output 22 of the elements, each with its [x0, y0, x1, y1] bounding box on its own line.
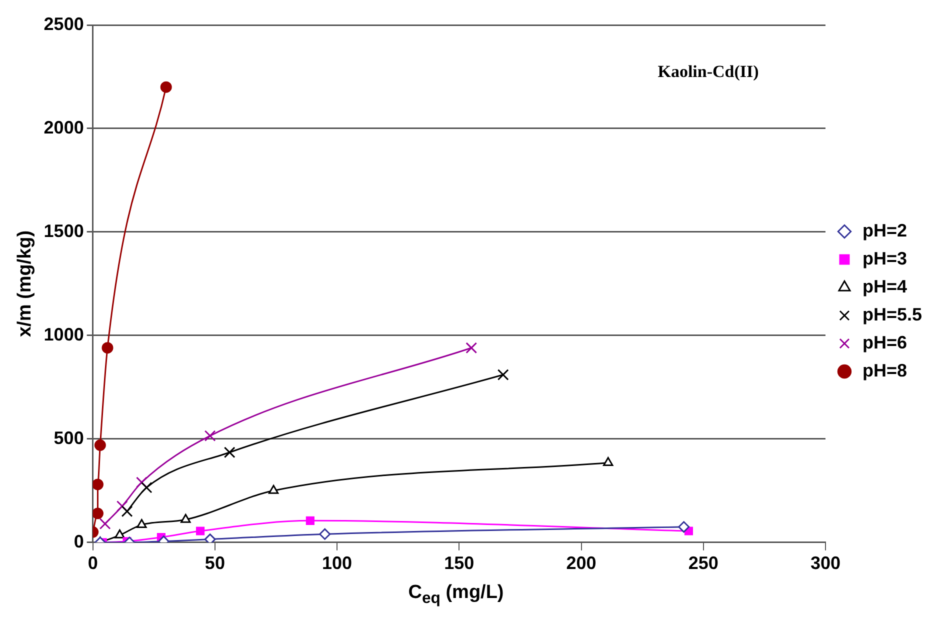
x-axis-title: C$_{eq}$ (mg/L) — [407, 582, 505, 608]
x-tick-label: 100 — [322, 553, 352, 574]
y-tick-label: 2000 — [44, 117, 84, 138]
y-tick-label: 0 — [74, 531, 84, 552]
x-tick-label: 150 — [444, 553, 474, 574]
legend-label: pH=2 — [862, 220, 908, 240]
y-tick-label: 500 — [54, 428, 84, 448]
legend-label: pH=4 — [862, 276, 908, 296]
legend-label: pH=3 — [862, 248, 908, 268]
x-tick-label: 50 — [204, 553, 225, 574]
legend-label: pH=6 — [862, 332, 908, 352]
legend-label: pH=5.5 — [862, 304, 922, 324]
x-tick-label: 250 — [688, 553, 718, 574]
x-tick-label: 200 — [566, 553, 596, 574]
y-tick-label: 2500 — [44, 14, 84, 34]
x-tick-label: 0 — [88, 553, 98, 574]
x-tick-label: 300 — [810, 553, 840, 574]
legend-label: pH=8 — [862, 360, 908, 380]
annotation: Kaolin-Cd(II) — [658, 62, 759, 81]
y-axis-title: x/m (mg/kg) — [14, 230, 36, 338]
y-tick-label: 1000 — [44, 324, 84, 344]
y-tick-label: 1500 — [44, 220, 84, 241]
